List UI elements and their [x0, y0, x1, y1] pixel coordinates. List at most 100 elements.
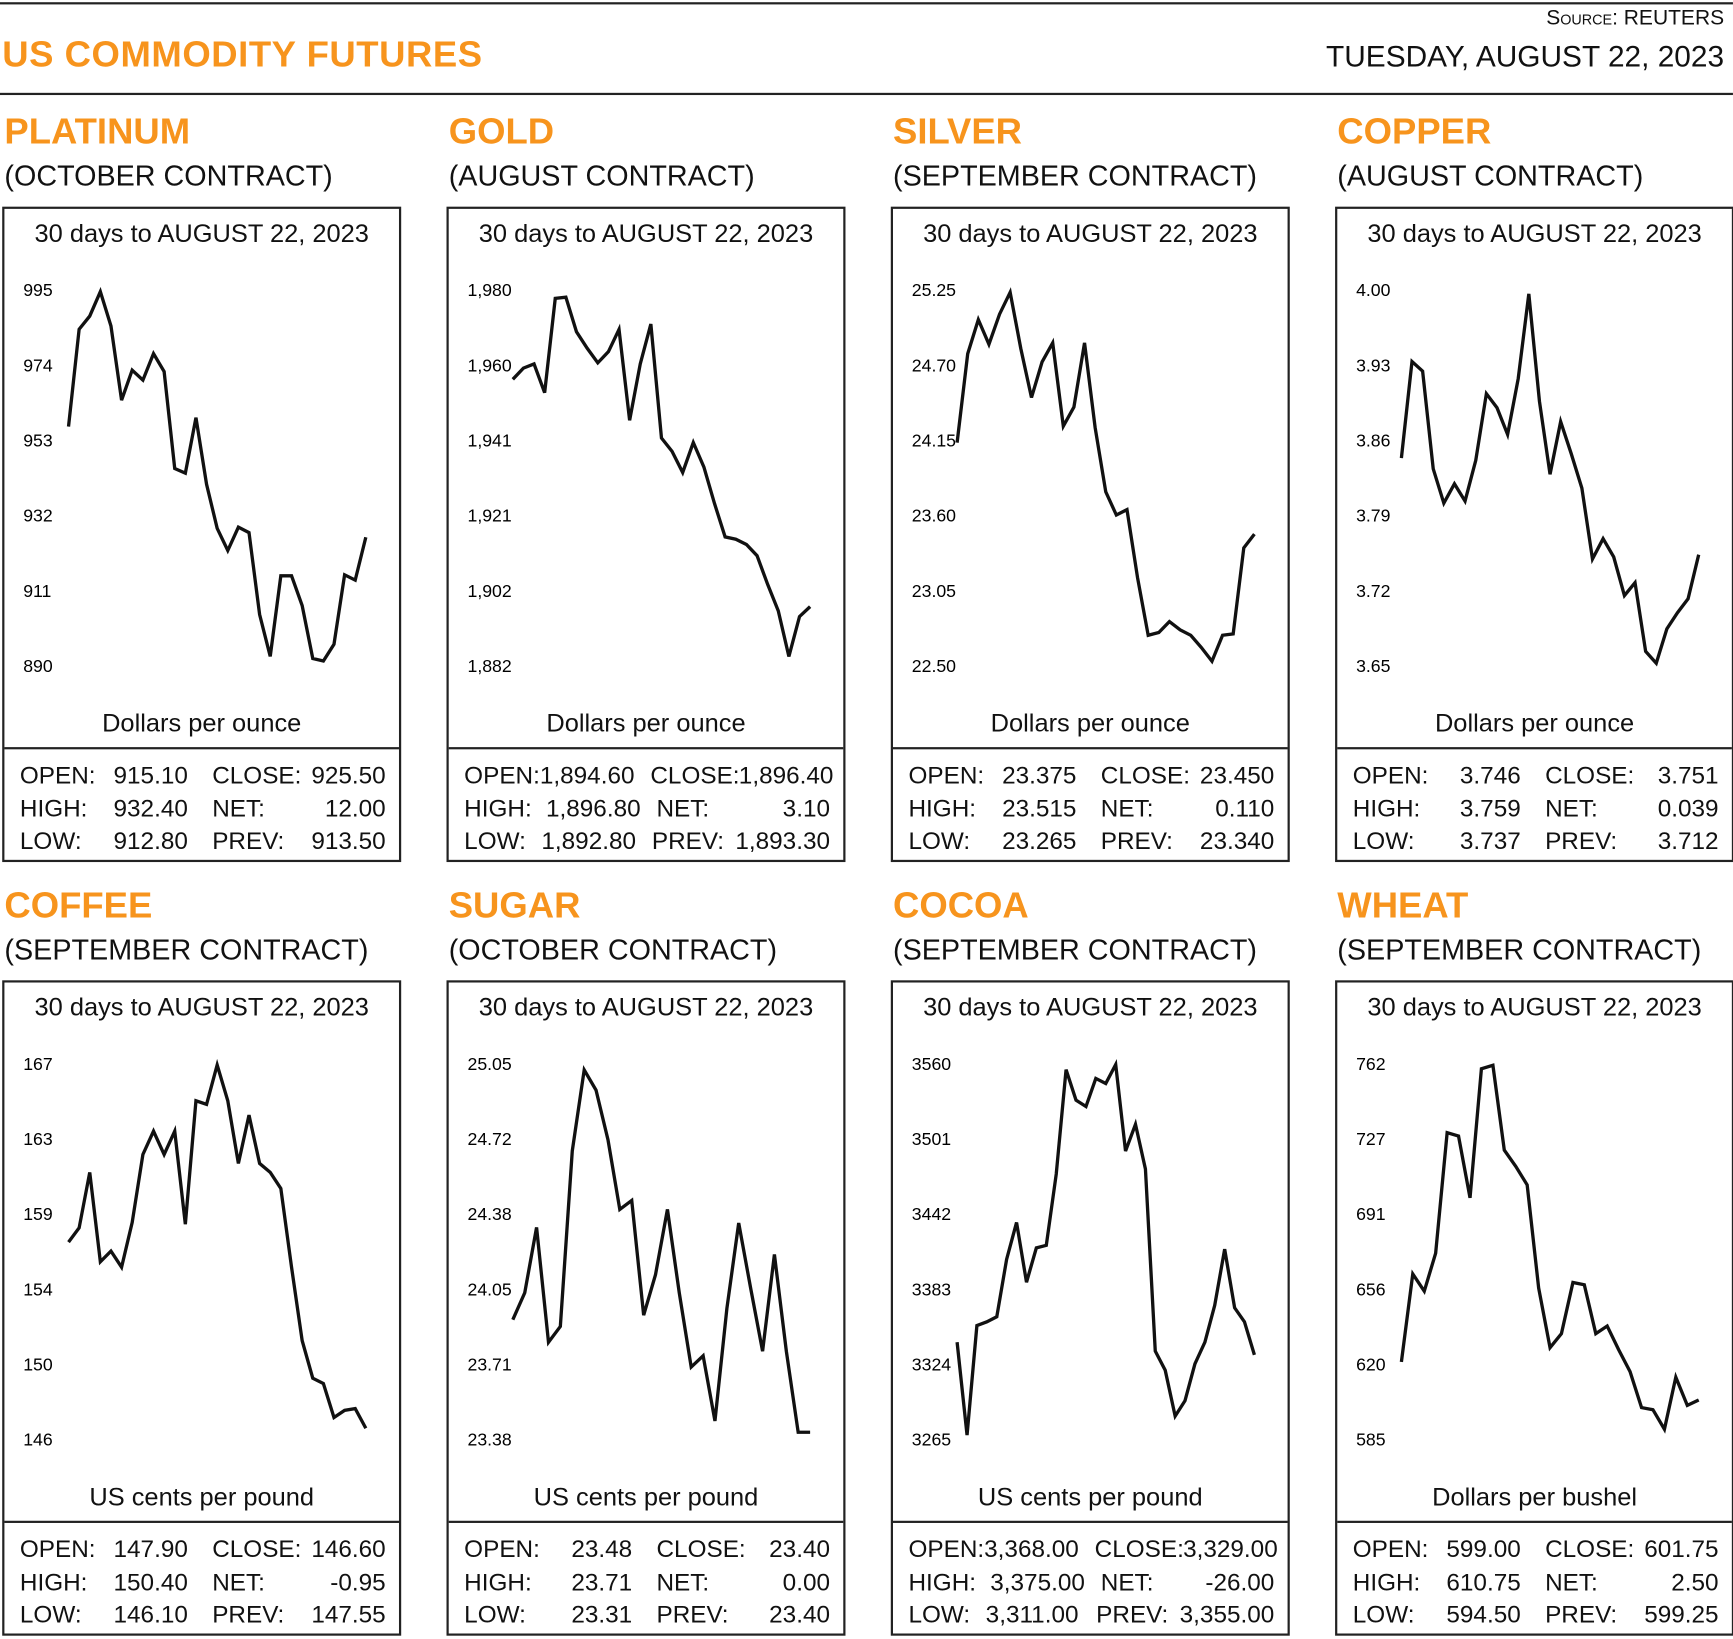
- stats-row: LOW: 23.31 PREV: 23.40: [464, 1598, 830, 1631]
- y-tick-label: 23.05: [912, 581, 956, 601]
- low-label: LOW:: [19, 826, 82, 855]
- chart-box: 30 days to AUGUST 22, 2023 Dollars per b…: [1335, 980, 1733, 1636]
- high-label: HIGH:: [1352, 794, 1421, 822]
- stats-table: OPEN: 599.00 CLOSE: 601.75 HIGH: 610.75 …: [1353, 1533, 1719, 1631]
- contract-label: (SEPTEMBER CONTRACT): [893, 159, 1257, 193]
- stats-row: OPEN: 23.48 CLOSE: 23.40: [464, 1533, 830, 1566]
- chart-box: 30 days to AUGUST 22, 2023 Dollars per o…: [446, 206, 846, 863]
- y-tick-label: 932: [23, 506, 53, 526]
- stats-divider: [1337, 1520, 1732, 1523]
- commodity-name: WHEAT: [1337, 884, 1469, 926]
- open-value: 3,368.00: [984, 1535, 1079, 1563]
- source-label: Source: REUTERS: [1546, 6, 1725, 30]
- high-label: HIGH:: [464, 1567, 532, 1596]
- y-unit-label: Dollars per ounce: [102, 708, 302, 738]
- prev-value: 147.55: [311, 1600, 386, 1628]
- stats-table: OPEN: 3,368.00 CLOSE: 3,329.00 HIGH: 3,3…: [908, 1533, 1277, 1631]
- y-unit-label: Dollars per ounce: [990, 708, 1190, 738]
- top-rule: [0, 2, 1733, 5]
- line-chart: 167 163 159 154 150 146: [23, 1054, 368, 1450]
- y-tick-label: 24.72: [467, 1129, 511, 1149]
- y-tick-label: 620: [1356, 1354, 1386, 1374]
- y-tick-label: 163: [23, 1129, 53, 1149]
- y-tick-label: 23.60: [912, 506, 956, 526]
- y-tick-label: 974: [23, 355, 53, 375]
- stats-row: LOW: 3.737 PREV: 3.712: [1353, 824, 1719, 857]
- high-label: HIGH:: [1352, 1567, 1421, 1596]
- prev-label: PREV:: [212, 826, 285, 855]
- prev-label: PREV:: [1100, 826, 1173, 855]
- high-value: 1,896.80: [545, 794, 641, 822]
- chart-title: 30 days to AUGUST 22, 2023: [1367, 992, 1702, 1022]
- open-value: 23.375: [1002, 761, 1077, 790]
- y-unit-label: Dollars per ounce: [546, 708, 746, 738]
- stats-table: OPEN: 915.10 CLOSE: 925.50 HIGH: 932.40 …: [20, 759, 386, 857]
- y-tick-label: 1,882: [467, 656, 511, 676]
- high-value: 3,375.00: [990, 1567, 1085, 1596]
- low-value: 3,311.00: [985, 1600, 1079, 1628]
- low-value: 1,892.80: [541, 826, 637, 855]
- chart-title: 30 days to AUGUST 22, 2023: [923, 218, 1258, 248]
- chart-box: 30 days to AUGUST 22, 2023 Dollars per o…: [890, 206, 1290, 863]
- low-value: 3.737: [1459, 826, 1521, 855]
- low-value: 146.10: [113, 1600, 188, 1628]
- net-label: NET:: [1100, 1567, 1154, 1596]
- stats-row: OPEN: 599.00 CLOSE: 601.75: [1353, 1533, 1719, 1566]
- stats-row: LOW: 3,311.00 PREV: 3,355.00: [908, 1598, 1274, 1631]
- y-tick-label: 25.05: [467, 1054, 511, 1074]
- high-value: 932.40: [113, 794, 188, 822]
- y-unit-label: Dollars per ounce: [1434, 708, 1635, 738]
- y-unit-label: US cents per pound: [533, 1482, 759, 1511]
- close-label: CLOSE:: [212, 761, 302, 790]
- open-value: 915.10: [113, 761, 188, 790]
- contract-label: (AUGUST CONTRACT): [448, 159, 755, 193]
- net-label: NET:: [212, 1567, 265, 1596]
- price-line: [1399, 293, 1701, 667]
- y-tick-label: 23.38: [467, 1430, 511, 1450]
- net-value: 0.00: [782, 1567, 831, 1596]
- y-tick-label: 3560: [912, 1054, 951, 1074]
- y-tick-label: 691: [1356, 1204, 1386, 1224]
- date-label: TUESDAY, AUGUST 22, 2023: [1326, 39, 1725, 73]
- stats-divider: [4, 1520, 399, 1523]
- open-value: 147.90: [113, 1535, 188, 1563]
- page-title: US COMMODITY FUTURES: [2, 33, 483, 75]
- chart-title: 30 days to AUGUST 22, 2023: [34, 992, 369, 1022]
- y-tick-label: 4.00: [1356, 280, 1391, 300]
- y-tick-label: 3442: [912, 1204, 951, 1224]
- y-unit-label: US cents per pound: [977, 1482, 1203, 1511]
- stats-row: LOW: 594.50 PREV: 599.25: [1353, 1598, 1719, 1631]
- y-tick-label: 24.15: [912, 431, 956, 451]
- y-tick-label: 585: [1356, 1430, 1386, 1450]
- contract-label: (SEPTEMBER CONTRACT): [893, 932, 1257, 966]
- stats-table: OPEN: 23.375 CLOSE: 23.450 HIGH: 23.515 …: [908, 759, 1274, 857]
- close-value: 601.75: [1644, 1535, 1719, 1563]
- line-chart: 995 974 953 932 911 890: [23, 280, 368, 676]
- y-tick-label: 24.70: [912, 355, 956, 375]
- stats-row: OPEN: 3.746 CLOSE: 3.751: [1353, 759, 1719, 792]
- y-tick-label: 727: [1356, 1129, 1386, 1149]
- open-label: OPEN:: [464, 761, 540, 790]
- y-tick-label: 24.05: [467, 1279, 511, 1299]
- y-tick-label: 24.38: [467, 1204, 511, 1224]
- price-line: [511, 295, 812, 657]
- price-line: [1399, 1063, 1700, 1434]
- contract-label: (OCTOBER CONTRACT): [4, 159, 333, 193]
- commodity-name: COPPER: [1337, 110, 1492, 152]
- y-tick-label: 3.65: [1356, 656, 1391, 676]
- price-line: [511, 1065, 811, 1434]
- low-label: LOW:: [19, 1600, 82, 1628]
- chart-box: 30 days to AUGUST 22, 2023 Dollars per o…: [2, 206, 402, 863]
- open-label: OPEN:: [19, 761, 96, 790]
- open-label: OPEN:: [908, 1535, 985, 1563]
- stats-row: HIGH: 610.75 NET: 2.50: [1353, 1566, 1719, 1599]
- stats-row: HIGH: 3.759 NET: 0.039: [1353, 792, 1719, 825]
- line-chart: 25.05 24.72 24.38 24.05 23.71 23.38: [467, 1054, 811, 1450]
- low-value: 23.31: [571, 1600, 633, 1628]
- header-rule: [0, 92, 1733, 96]
- prev-value: 23.40: [769, 1600, 831, 1628]
- stats-table: OPEN: 1,894.60 CLOSE: 1,896.40 HIGH: 1,8…: [464, 759, 833, 857]
- chart-title: 30 days to AUGUST 22, 2023: [1367, 218, 1702, 248]
- y-tick-label: 154: [23, 1279, 53, 1299]
- y-tick-label: 3324: [912, 1354, 951, 1374]
